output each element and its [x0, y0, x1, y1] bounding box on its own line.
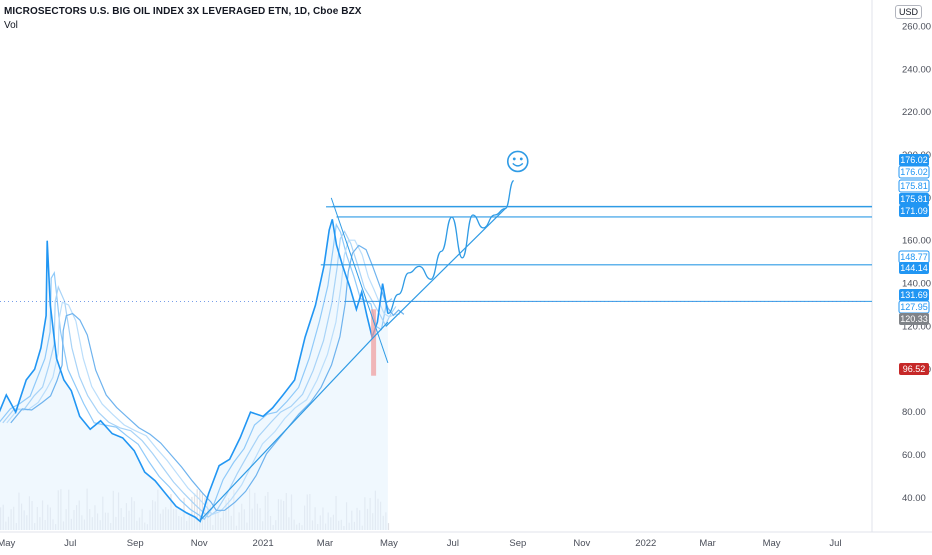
x-tick-label: Sep: [509, 538, 526, 549]
x-tick-label: Mar: [699, 538, 715, 549]
y-tick-label: 60.00: [902, 450, 926, 461]
smiley-mouth: [512, 162, 524, 167]
price-tag-label: 175.81: [900, 181, 928, 191]
y-tick-label: 140.00: [902, 279, 931, 290]
price-tag-label: 175.81: [900, 194, 928, 204]
price-tag-label: 171.09: [900, 206, 928, 216]
moving-average-line: [2, 230, 397, 518]
projection-path: [387, 180, 515, 315]
price-tag-label: 144.14: [900, 263, 928, 273]
price-tag: [898, 179, 930, 193]
x-tick-label: Jul: [64, 538, 76, 549]
price-tag: [899, 193, 929, 205]
smiley-eye: [512, 157, 516, 161]
price-tag-label: 96.52: [903, 364, 926, 374]
volume-bar: [196, 489, 198, 530]
x-tick-label: 2022: [635, 538, 656, 549]
smiley-icon: [506, 150, 529, 173]
price-tag: [898, 165, 930, 179]
price-tag-label: 131.69: [900, 290, 928, 300]
y-tick-label: 240.00: [902, 64, 931, 75]
x-tick-label: 2021: [253, 538, 274, 549]
x-tick-label: Sep: [127, 538, 144, 549]
y-tick-label: 260.00: [902, 21, 931, 32]
x-tick-label: Nov: [573, 538, 590, 549]
smiley-eye: [519, 157, 523, 161]
chart-title: MICROSECTORS U.S. BIG OIL INDEX 3X LEVER…: [4, 6, 362, 17]
price-tag: [899, 154, 929, 166]
x-tick-label: May: [0, 538, 16, 549]
x-tick-label: May: [380, 538, 398, 549]
price-tag-label: 148.77: [900, 252, 928, 262]
price-tag-label: 176.02: [900, 167, 928, 177]
volume-bar: [199, 490, 201, 530]
moving-average-line: [0, 222, 393, 521]
x-tick-label: May: [763, 538, 781, 549]
y-tick-label: 160.00: [902, 236, 931, 247]
price-tag-label: 120.33: [900, 314, 928, 324]
price-tag: [899, 313, 929, 325]
y-tick-label: 120.00: [902, 321, 931, 332]
price-tag: [899, 205, 929, 217]
trendline: [198, 321, 389, 522]
volume-label: Vol: [4, 20, 18, 31]
x-tick-label: Jul: [447, 538, 459, 549]
y-tick-label: 80.00: [902, 407, 926, 418]
highlight-bar: [371, 309, 377, 376]
x-tick-label: Jul: [829, 538, 841, 549]
price-tag: [899, 289, 929, 301]
price-line: [0, 219, 389, 523]
price-area: [0, 219, 388, 530]
price-tag-label: 127.95: [900, 302, 928, 312]
price-tag: [899, 363, 929, 375]
y-tick-label: 220.00: [902, 107, 931, 118]
volume-bar: [191, 496, 193, 530]
x-tick-label: Mar: [317, 538, 333, 549]
x-tick-label: Nov: [191, 538, 208, 549]
price-tag-label: 176.02: [900, 155, 928, 165]
y-tick-label: 40.00: [902, 493, 926, 504]
price-tag: [899, 262, 929, 274]
moving-average-line: [6, 239, 400, 516]
volume-bar: [387, 523, 390, 530]
trendline: [385, 208, 506, 327]
currency-badge[interactable]: USD: [894, 5, 922, 19]
moving-average-line: [10, 244, 405, 511]
trendline: [330, 197, 389, 364]
